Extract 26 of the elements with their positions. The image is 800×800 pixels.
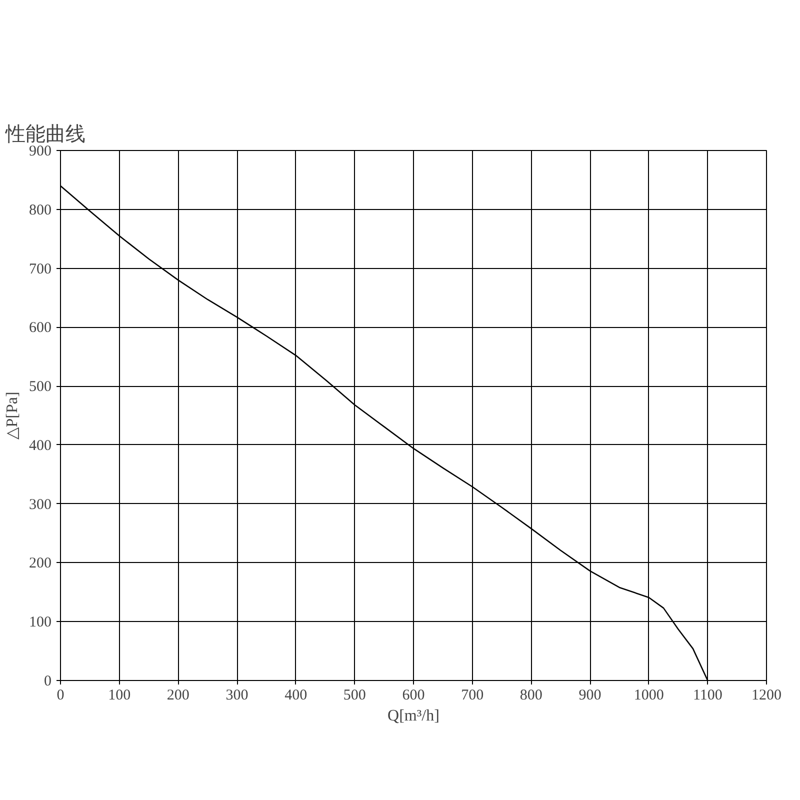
x-tick-label: 700 [461, 688, 484, 704]
chart-title: 性能曲线 [4, 122, 86, 146]
y-tick-label: 900 [29, 144, 52, 160]
x-tick-label: 1000 [634, 688, 664, 704]
y-tick-label: 600 [29, 320, 52, 336]
y-tick-label: 800 [29, 202, 52, 218]
y-tick-label: 500 [29, 379, 52, 396]
y-tick-label: 0 [44, 674, 52, 690]
y-tick-label: 300 [29, 496, 52, 513]
x-tick-label: 0 [56, 688, 64, 704]
x-tick-label: 300 [226, 688, 248, 704]
x-axis-title: Q[m³/h] [388, 708, 440, 724]
x-tick-label: 1100 [692, 688, 722, 704]
y-tick-label: 200 [29, 556, 52, 572]
y-tick-label: 700 [29, 261, 52, 278]
x-tick-label: 500 [343, 688, 366, 704]
y-tick-label: 400 [29, 438, 52, 454]
x-tick-label: 800 [520, 688, 542, 704]
x-tick-label: 600 [402, 688, 425, 704]
x-tick-label: 200 [166, 688, 190, 704]
x-tick-label: 1200 [752, 688, 782, 704]
x-tick-label: 400 [284, 688, 308, 704]
x-tick-label: 900 [578, 688, 602, 704]
y-axis-title: △P[Pa] [4, 392, 21, 440]
x-tick-label: 100 [108, 688, 131, 704]
y-tick-label: 100 [29, 614, 52, 631]
